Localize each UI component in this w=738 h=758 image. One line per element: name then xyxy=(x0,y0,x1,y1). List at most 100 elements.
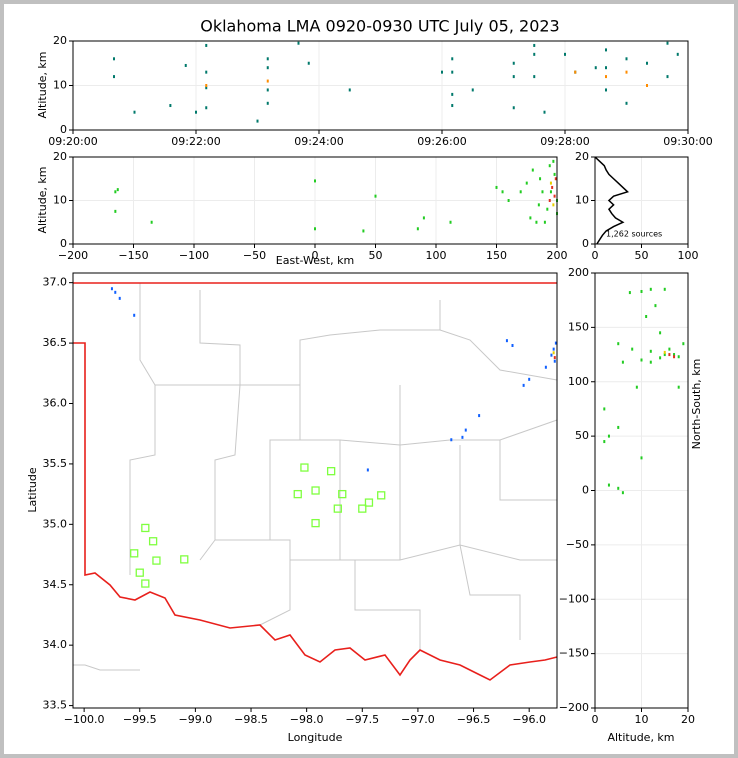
source-point xyxy=(451,92,454,96)
source-point xyxy=(205,70,208,74)
x-tick-label: −97.0 xyxy=(401,713,435,726)
source-point xyxy=(625,57,628,61)
source-point xyxy=(668,347,671,351)
source-point xyxy=(617,486,620,490)
source-point xyxy=(464,428,467,432)
y-axis-label: Altitude, km xyxy=(36,166,49,233)
source-point xyxy=(114,209,117,213)
source-point xyxy=(552,351,555,355)
y-tick-label: 20 xyxy=(53,34,67,47)
source-point xyxy=(133,313,136,317)
source-point xyxy=(543,110,546,114)
source-point xyxy=(377,491,386,500)
axes-frame xyxy=(594,156,689,245)
source-point xyxy=(113,57,115,61)
source-point xyxy=(338,489,347,499)
source-point xyxy=(666,41,669,45)
y-tick-label: 34.0 xyxy=(43,638,68,651)
axes-frame xyxy=(594,272,689,709)
y-tick-label: 20 xyxy=(53,150,67,163)
source-point xyxy=(169,104,172,108)
y-axis-label: North-South, km xyxy=(690,359,703,450)
source-point xyxy=(326,467,336,476)
source-point xyxy=(300,463,309,472)
source-point xyxy=(266,88,269,92)
source-point xyxy=(551,185,554,189)
source-point xyxy=(266,66,269,70)
source-point xyxy=(311,486,320,495)
source-point xyxy=(605,66,607,70)
source-point xyxy=(441,70,443,74)
source-point xyxy=(548,164,551,168)
y-tick-label: 100 xyxy=(568,375,589,388)
source-point xyxy=(364,498,374,507)
source-point xyxy=(314,227,316,231)
source-point xyxy=(544,365,547,369)
source-point xyxy=(266,101,269,105)
source-point xyxy=(659,356,662,360)
y-tick-label: 0 xyxy=(60,123,67,136)
source-point xyxy=(539,177,542,181)
source-point xyxy=(646,61,648,65)
source-point xyxy=(133,110,136,114)
source-point xyxy=(256,119,259,123)
x-tick-label: 09:26:00 xyxy=(417,135,466,148)
source-point xyxy=(416,227,419,231)
source-point xyxy=(607,434,610,438)
source-point xyxy=(552,203,555,207)
map-boundaries xyxy=(73,282,558,681)
source-point xyxy=(645,315,648,318)
source-point xyxy=(114,190,117,194)
x-tick-label: 0 xyxy=(592,713,599,726)
y-axis-label: Altitude, km xyxy=(36,51,49,118)
source-point xyxy=(307,61,310,65)
source-point xyxy=(366,468,369,472)
source-point xyxy=(348,88,351,92)
source-point xyxy=(594,66,597,70)
source-point xyxy=(553,356,556,360)
source-point xyxy=(607,483,610,487)
source-point xyxy=(677,355,680,359)
y-tick-label: 200 xyxy=(568,266,589,279)
source-point xyxy=(205,84,208,87)
source-point xyxy=(135,568,144,577)
source-point xyxy=(297,41,300,45)
source-point xyxy=(512,106,515,110)
x-tick-label: 10 xyxy=(635,713,649,726)
source-point xyxy=(553,172,556,176)
source-point xyxy=(673,355,676,359)
source-point xyxy=(184,63,187,67)
y-tick-label: 10 xyxy=(575,194,589,207)
source-point xyxy=(358,504,367,513)
x-tick-label: 200 xyxy=(547,249,568,262)
annotation: 1,262 sources xyxy=(606,230,662,239)
source-point xyxy=(605,88,607,92)
x-tick-label: 09:22:00 xyxy=(171,135,220,148)
source-point xyxy=(266,79,269,83)
x-tick-label: −98.5 xyxy=(234,713,268,726)
source-point xyxy=(422,216,425,220)
source-point xyxy=(649,360,652,364)
source-point xyxy=(495,185,498,189)
y-tick-label: 35.0 xyxy=(43,517,68,530)
source-point xyxy=(512,75,515,79)
y-tick-label: 36.0 xyxy=(43,397,68,410)
y-tick-label: 35.5 xyxy=(43,457,68,470)
source-point xyxy=(554,177,557,181)
source-point xyxy=(116,188,119,192)
x-tick-label: −96.0 xyxy=(512,713,546,726)
source-point xyxy=(659,331,662,335)
source-point xyxy=(449,220,452,224)
source-point xyxy=(603,440,606,444)
x-axis-label: Altitude, km xyxy=(607,731,674,744)
x-tick-label: −99.0 xyxy=(179,713,213,726)
source-point xyxy=(512,61,515,65)
source-point xyxy=(180,555,189,564)
x-tick-label: 09:30:00 xyxy=(663,135,712,148)
y-tick-label: −150 xyxy=(559,647,589,660)
source-point xyxy=(471,88,474,92)
source-point xyxy=(605,48,607,52)
x-tick-label: −150 xyxy=(118,249,148,262)
y-tick-label: 150 xyxy=(568,320,589,333)
source-point xyxy=(451,70,454,74)
